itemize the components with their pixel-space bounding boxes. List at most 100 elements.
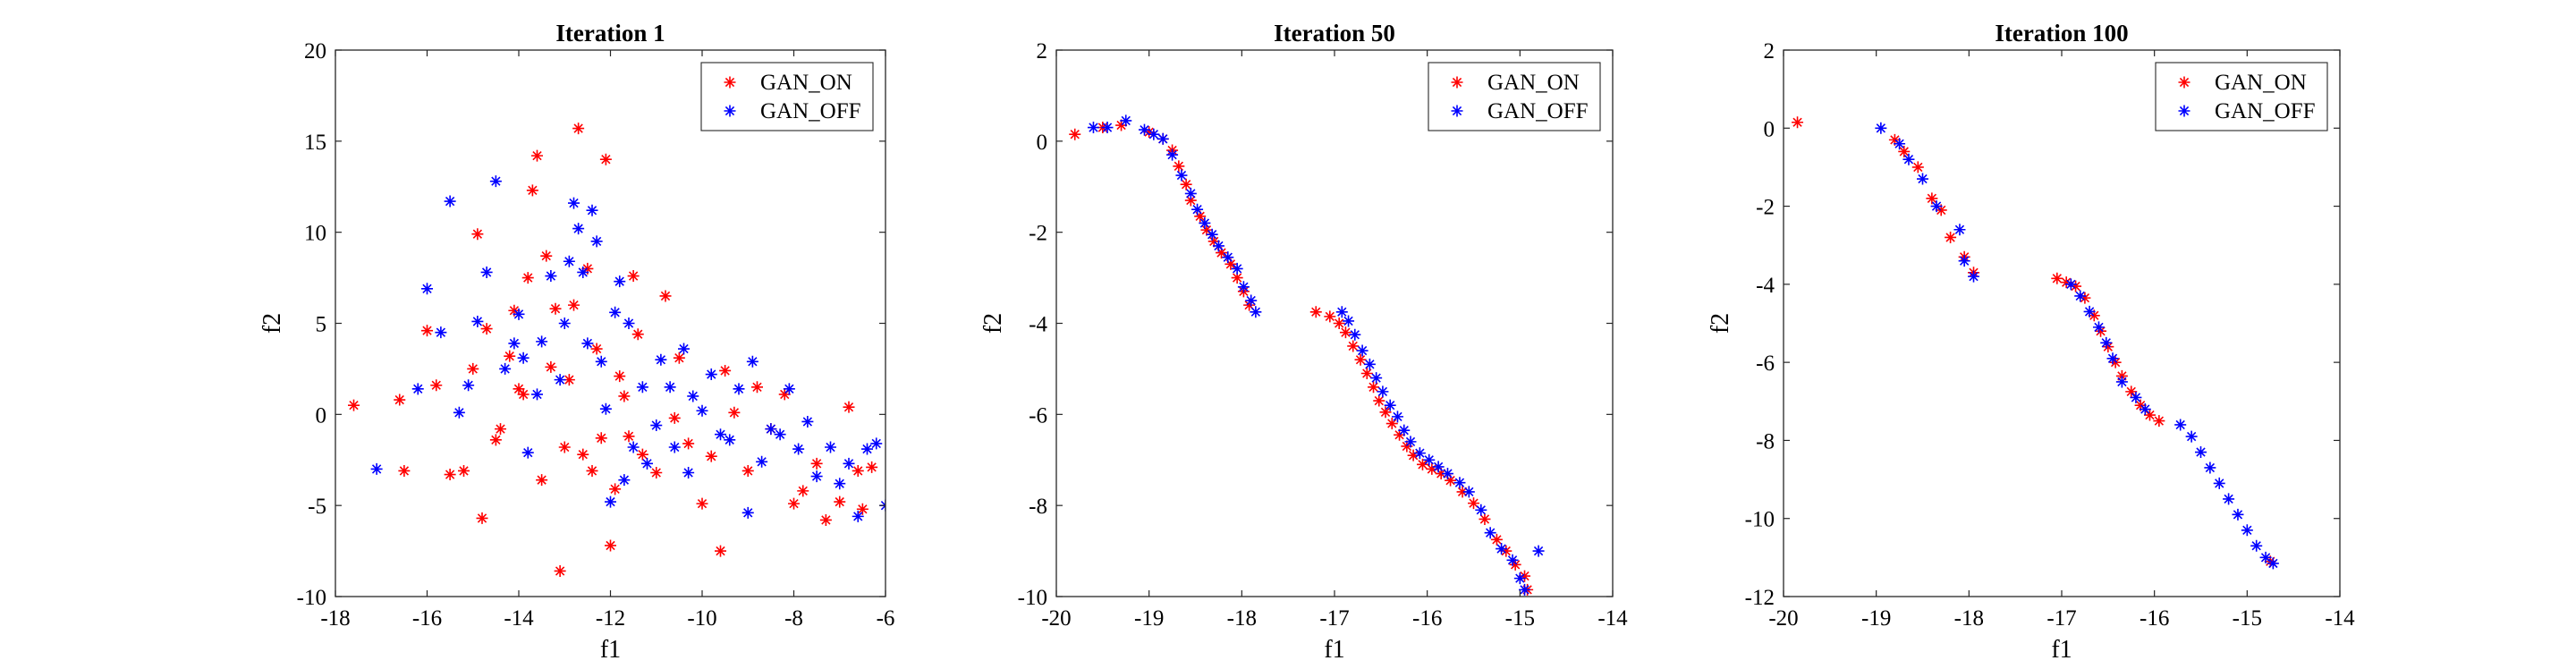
- chart-3-points: [1792, 116, 2279, 570]
- chart-3-legend-marker-gan-on: [2178, 76, 2190, 89]
- chart-2-point-gan-on: [1231, 272, 1243, 284]
- chart-2-point-gan-on: [1180, 178, 1192, 191]
- chart-3-y-tick-label: 0: [1764, 117, 1775, 141]
- chart-1-point-gan-off: [664, 381, 676, 394]
- chart-3-point-gan-on: [2088, 309, 2100, 322]
- chart-2-point-gan-on: [1143, 126, 1156, 139]
- chart-2-point-gan-on: [1394, 428, 1406, 441]
- chart-3-point-gan-on: [1911, 161, 1924, 174]
- chart-2-point-gan-off: [1349, 328, 1361, 341]
- chart-1-point-gan-on: [540, 250, 553, 262]
- chart-2-point-gan-on: [1426, 462, 1438, 475]
- chart-1: -18 -16 -14 -12 -10 -8 -6 -10 -5 0 5 10 15 20 Iteratio…: [258, 20, 894, 664]
- chart-2-point-gan-off: [1175, 169, 1188, 182]
- chart-2-y-tick-label: -2: [1029, 222, 1047, 246]
- chart-2-point-gan-on: [1200, 224, 1213, 236]
- chart-2-legend-label-gan-on: GAN_ON: [1487, 71, 1580, 95]
- chart-2-point-gan-on: [1490, 533, 1503, 546]
- chart-1-point-gan-off: [411, 383, 424, 395]
- chart-2-point-gan-on: [1368, 381, 1380, 394]
- chart-2-point-gan-on: [1309, 306, 1322, 318]
- chart-3-legend-marker-gan-off: [2178, 105, 2190, 117]
- chart-2-legend-marker-gan-off: [1451, 105, 1463, 117]
- chart-1-legend-marker-gan-off: [724, 105, 736, 117]
- chart-2-point-gan-on: [1216, 247, 1228, 259]
- chart-1-point-gan-off: [572, 223, 585, 235]
- chart-1-point-gan-off: [682, 467, 695, 479]
- chart-2-y-tick-label: -4: [1029, 313, 1047, 337]
- chart-2-point-gan-off: [1398, 424, 1411, 436]
- chart-3-legend-label-gan-off: GAN_OFF: [2215, 99, 2316, 123]
- chart-1-point-gan-off: [650, 419, 663, 432]
- chart-3-point-gan-off: [2223, 493, 2235, 505]
- chart-2-point-gan-off: [1519, 583, 1531, 596]
- chart-1-point-gan-on: [705, 450, 717, 462]
- chart-1-point-gan-on: [605, 539, 616, 552]
- chart-1-point-gan-on: [586, 464, 598, 477]
- chart-1-point-gan-off: [696, 404, 708, 417]
- chart-1-point-gan-on: [810, 457, 823, 470]
- chart-2-y-tick-label: 0: [1037, 131, 1048, 155]
- chart-1-point-gan-on: [545, 360, 557, 373]
- chart-3-legend: GAN_ON GAN_OFF: [2155, 62, 2328, 131]
- chart-1-point-gan-on: [394, 394, 406, 406]
- chart-1-point-gan-on: [536, 474, 548, 487]
- chart-1-legend: GAN_ON GAN_OFF: [700, 62, 874, 131]
- chart-1-point-gan-off: [513, 308, 525, 320]
- chart-3-point-gan-off: [1968, 270, 1980, 283]
- chart-1-point-gan-off: [421, 283, 433, 295]
- chart-2-x-tick-label: -14: [1597, 606, 1628, 631]
- chart-3-x-tick-label: -20: [1768, 606, 1798, 631]
- chart-2-point-gan-off: [1087, 122, 1099, 134]
- chart-3-point-gan-off: [2250, 539, 2263, 552]
- chart-1-point-gan-off: [590, 235, 603, 248]
- chart-3-point-gan-off: [2232, 508, 2244, 521]
- chart-1-point-gan-off: [746, 355, 758, 368]
- chart-2-point-gan-on: [1360, 368, 1373, 380]
- chart-1-point-gan-off: [508, 337, 521, 350]
- chart-1-point-gan-off: [489, 175, 502, 188]
- chart-1-legend-box: [700, 62, 874, 131]
- chart-1-point-gan-off: [627, 441, 640, 453]
- chart-1-point-gan-on: [627, 270, 640, 283]
- chart-1-point-gan-on: [526, 184, 538, 197]
- chart-1-point-gan-on: [595, 432, 607, 445]
- chart-1-point-gan-off: [655, 353, 667, 366]
- chart-1-point-gan-off: [581, 337, 594, 350]
- chart-1-point-gan-off: [599, 402, 612, 415]
- chart-3-point-gan-off: [2139, 403, 2151, 416]
- chart-1-point-gan-on: [572, 123, 585, 135]
- chart-3-point-gan-off: [2185, 430, 2198, 443]
- chart-1-x-tick-label: -14: [504, 606, 534, 631]
- chart-2-point-gan-off: [1363, 358, 1376, 370]
- chart-3-x-axis-label: f1: [2051, 636, 2072, 664]
- chart-2-point-gan-on: [1115, 119, 1128, 131]
- chart-2-y-tick-label: -6: [1029, 403, 1047, 428]
- chart-1-point-gan-on: [521, 272, 534, 284]
- chart-1-point-gan-off: [724, 434, 736, 446]
- chart-1-point-gan-off: [852, 510, 864, 522]
- chart-2-point-gan-on: [1407, 449, 1419, 462]
- chart-3-point-gan-off: [2267, 557, 2279, 570]
- chart-3-point-gan-off: [1930, 200, 1943, 213]
- chart-1-point-gan-off: [668, 441, 681, 453]
- chart-1-point-gan-off: [870, 437, 883, 450]
- chart-2-point-gan-off: [1484, 527, 1496, 539]
- chart-1-plot-area: [335, 50, 886, 597]
- chart-2-point-gan-on: [1479, 512, 1491, 525]
- chart-1-point-gan-off: [586, 204, 598, 216]
- chart-3-point-gan-on: [2125, 385, 2138, 398]
- chart-2: -20 -19 -18 -17 -16 -15 -14-10-8-6-4-202Iterat…: [979, 20, 1628, 664]
- chart-2-point-gan-on: [1224, 258, 1237, 270]
- chart-1-point-gan-off: [792, 443, 805, 455]
- chart-1-point-gan-off: [435, 326, 447, 339]
- chart-3-point-gan-off: [2083, 305, 2096, 318]
- chart-3-y-axis-label: f2: [1707, 313, 1734, 334]
- chart-1-point-gan-off: [783, 383, 795, 395]
- chart-1-y-tick-label: 20: [304, 39, 326, 64]
- chart-1-x-tick-label: -12: [596, 606, 625, 631]
- chart-1-point-gan-on: [668, 411, 681, 424]
- chart-2-point-gan-off: [1191, 203, 1204, 216]
- chart-2-legend-box: [1428, 62, 1601, 131]
- chart-1-point-gan-off: [614, 275, 626, 288]
